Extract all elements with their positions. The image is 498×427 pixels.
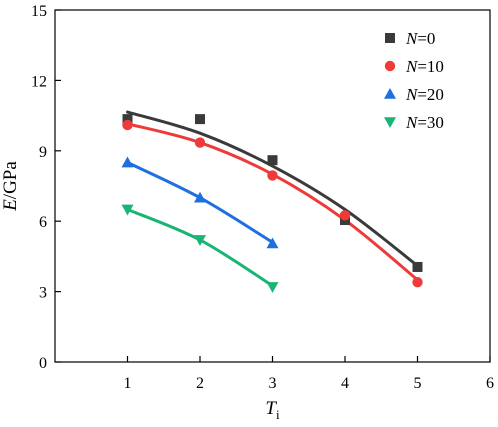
- data-point-s0-0: [122, 114, 133, 125]
- legend-label-1: N=10: [405, 57, 444, 76]
- legend-label-var: N: [405, 113, 419, 132]
- x-tick-label: 3: [269, 375, 277, 392]
- fit-line-3: [126, 207, 274, 288]
- data-point-s1-3: [339, 210, 351, 221]
- x-tick-label: 6: [486, 375, 494, 392]
- legend-marker-2: [384, 88, 396, 99]
- legend-label-var: N: [405, 57, 419, 76]
- legend-label-2: N=20: [405, 85, 444, 104]
- fit-line-0: [126, 110, 419, 268]
- data-point-s1-2: [267, 170, 278, 181]
- legend-label-val: =0: [417, 29, 435, 48]
- data-point-s3-1: [194, 235, 206, 246]
- y-tick-label: 9: [39, 144, 47, 161]
- legend-label-val: =30: [417, 113, 444, 132]
- data-point-s2-2: [266, 237, 279, 249]
- data-point-s0-2: [267, 155, 278, 166]
- legend-label-val: =10: [417, 57, 444, 76]
- data-point-s2-0: [121, 156, 134, 168]
- y-tick-label: 12: [31, 73, 47, 90]
- x-axis-title-sub: i: [276, 407, 280, 422]
- x-axis-title-main: T: [265, 398, 277, 419]
- y-axis-title-rest: /GPa: [0, 161, 21, 200]
- data-points: [121, 114, 423, 293]
- data-point-s3-0: [121, 204, 134, 216]
- x-tick-label: 4: [341, 375, 349, 392]
- data-point-s3-2: [266, 282, 279, 293]
- fit-lines: [126, 110, 419, 288]
- data-point-s0-4: [412, 261, 423, 272]
- y-tick-label: 6: [39, 214, 47, 231]
- legend-marker-3: [384, 117, 396, 128]
- data-point-s1-4: [412, 277, 423, 288]
- legend-label-val: =20: [417, 85, 444, 104]
- x-tick-label: 1: [124, 375, 132, 392]
- fit-line-1: [126, 122, 419, 282]
- x-tick-label: 5: [414, 375, 422, 392]
- data-point-s2-1: [194, 191, 206, 203]
- x-axis-title: Ti: [265, 398, 280, 422]
- data-point-s0-1: [195, 114, 205, 125]
- legend-label-var: N: [405, 29, 419, 48]
- y-axis-title: E/GPa: [0, 161, 21, 212]
- y-tick-label: 15: [31, 3, 47, 20]
- x-tick-label: 2: [196, 375, 204, 392]
- legend: N=0N=10N=20N=30: [384, 29, 444, 132]
- legend-label-3: N=30: [405, 113, 444, 132]
- y-tick-label: 0: [39, 355, 47, 372]
- legend-marker-1: [384, 60, 396, 72]
- data-point-s1-1: [194, 137, 206, 148]
- legend-label-var: N: [405, 85, 419, 104]
- y-axis-title-main: E: [0, 199, 21, 212]
- y-tick-label: 3: [39, 285, 47, 302]
- data-point-s1-0: [122, 119, 133, 131]
- legend-label-0: N=0: [405, 29, 435, 48]
- legend-marker-0: [385, 33, 395, 43]
